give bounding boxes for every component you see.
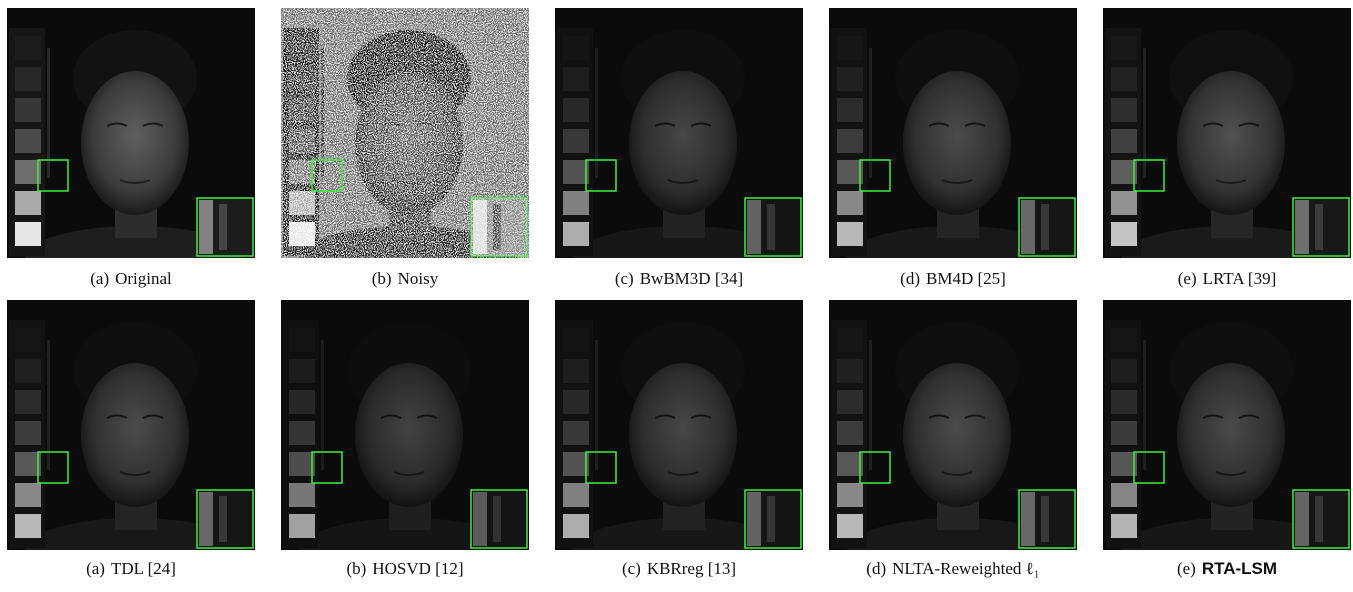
caption: (c) KBRreg [13] [555,550,803,588]
result-image [829,8,1077,258]
caption-label: (a) [90,269,109,289]
result-image [829,300,1077,550]
caption-label: (c) [615,269,634,289]
result-image [555,8,803,258]
method-name: KBRreg [13] [647,559,736,579]
caption: (e) RTA-LSM [1103,550,1351,588]
result-image [7,300,255,550]
result-image [281,300,529,550]
result-image [7,8,255,258]
result-image [1103,8,1351,258]
result-image [1103,300,1351,550]
caption: (c) BwBM3D [34] [555,258,803,300]
panel: (e) RTA-LSM [1103,300,1351,592]
method-name: Original [115,269,172,289]
caption: (a) Original [7,258,255,300]
result-image [555,300,803,550]
caption: (a) TDL [24] [7,550,255,588]
panel: (d) NLTA-Reweighted ℓ₁ [829,300,1077,592]
panel: (a) Original [7,8,255,300]
panel: (c) BwBM3D [34] [555,8,803,300]
method-name: Noisy [398,269,439,289]
caption-label: (b) [347,559,367,579]
method-name: TDL [24] [111,559,176,579]
caption: (e) LRTA [39] [1103,258,1351,300]
result-image [281,8,529,258]
panel: (d) BM4D [25] [829,8,1077,300]
caption: (b)HOSVD [12] [281,550,529,588]
panel: (b) Noisy [281,8,529,300]
panel-grid: (a) Original (b) Noisy (c) BwBM3D [34] [7,8,1351,592]
method-name: LRTA [39] [1203,269,1277,289]
caption: (d) NLTA-Reweighted ℓ₁ [829,550,1077,588]
caption-label: (e) [1177,559,1196,579]
caption-label: (a) [86,559,105,579]
caption-label: (b) [372,269,392,289]
caption-label: (e) [1178,269,1197,289]
panel: (c) KBRreg [13] [555,300,803,592]
method-name: NLTA-Reweighted ℓ₁ [892,559,1040,579]
figure: (a) Original (b) Noisy (c) BwBM3D [34] [0,0,1353,581]
caption: (d) BM4D [25] [829,258,1077,300]
caption-label: (c) [622,559,641,579]
panel: (b)HOSVD [12] [281,300,529,592]
method-name: BM4D [25] [926,269,1006,289]
method-name: HOSVD [12] [372,559,463,579]
method-name: BwBM3D [34] [640,269,743,289]
panel: (a) TDL [24] [7,300,255,592]
caption-label: (d) [900,269,920,289]
panel: (e) LRTA [39] [1103,8,1351,300]
caption: (b) Noisy [281,258,529,300]
method-name: RTA-LSM [1202,559,1277,579]
caption-label: (d) [866,559,886,579]
